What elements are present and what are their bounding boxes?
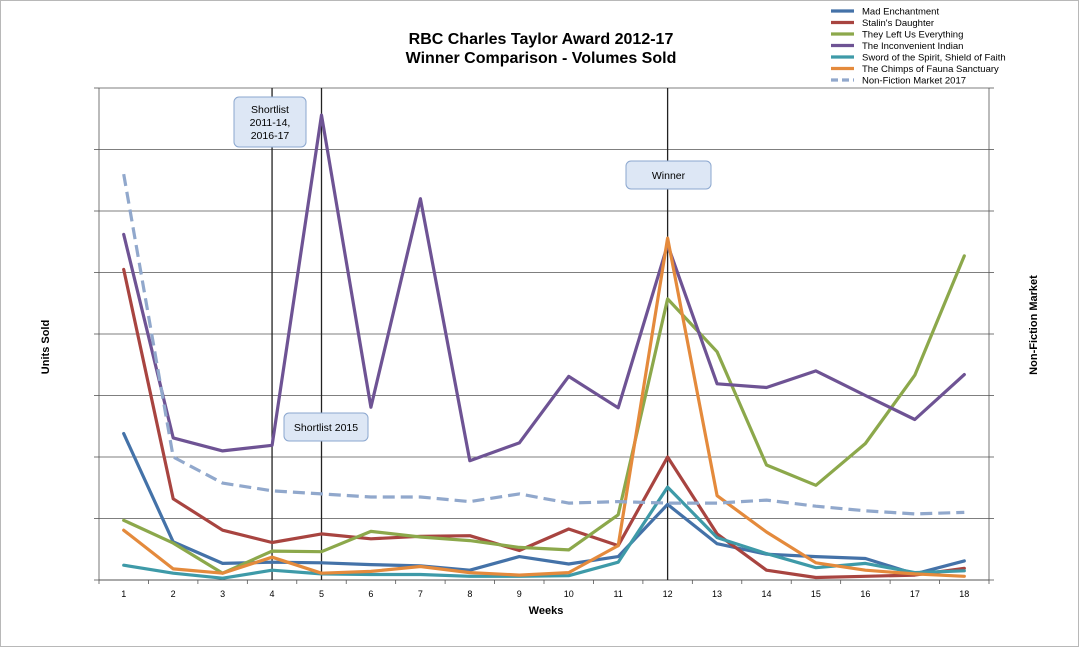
chart-subtitle: Winner Comparison - Volumes Sold (406, 50, 677, 67)
series-line (122, 113, 966, 463)
x-tick-label: 11 (613, 589, 622, 599)
series-line (122, 173, 965, 516)
annotation-box (283, 412, 369, 442)
annotation-label: Winner (652, 170, 686, 182)
annotation-label: 2011-14, (250, 117, 291, 129)
legend-label: The Chimps of Fauna Sanctuary (862, 64, 999, 75)
x-tick-label: 5 (319, 589, 324, 599)
legend-label: The Inconvenient Indian (862, 41, 963, 52)
x-tick-label: 7 (418, 589, 423, 599)
x-tick-label: 12 (663, 589, 673, 599)
x-tick-label: 3 (220, 589, 225, 599)
annotation-box (233, 96, 307, 148)
series-lines (122, 113, 966, 580)
annotation-label: 2016-17 (251, 130, 290, 142)
annotation-label: Shortlist (251, 104, 289, 116)
x-tick-label: 18 (959, 589, 969, 599)
x-tick-label: 14 (761, 589, 771, 599)
series-line (122, 236, 966, 578)
series-line (122, 254, 966, 575)
x-tick-label: 8 (467, 589, 472, 599)
annotation-box (625, 160, 712, 190)
x-tick-labels: 1 2 3 4 5 6 7 8 9 10 11 12 13 14 15 16 17 18 (121, 589, 969, 599)
gridlines (99, 87, 989, 519)
x-tick-label: 2 (171, 589, 176, 599)
x-tick-label: 13 (712, 589, 722, 599)
x-axis-label: Weeks (529, 605, 564, 617)
legend-label: They Left Us Everything (862, 30, 963, 41)
x-tick-label: 17 (910, 589, 920, 599)
legend-label: Sword of the Spirit, Shield of Faith (862, 53, 1006, 64)
legend-label: Stalin's Daughter (862, 18, 934, 29)
x-tick-label: 15 (811, 589, 821, 599)
x-tick-label: 16 (860, 589, 870, 599)
x-tick-label: 4 (270, 589, 275, 599)
legend-label: Mad Enchantment (862, 7, 939, 18)
legend-label: Non-Fiction Market 2017 (862, 76, 966, 87)
x-tick-label: 9 (517, 589, 522, 599)
x-tick-label: 6 (368, 589, 373, 599)
chart-title: RBC Charles Taylor Award 2012-17 (409, 31, 674, 48)
series-line (122, 485, 966, 580)
series-line (122, 432, 966, 576)
y2-axis-label: Non-Fiction Market (1028, 275, 1040, 375)
series-line (122, 267, 966, 580)
axes (94, 87, 994, 584)
x-tick-label: 10 (564, 589, 574, 599)
annotation-label: Shortlist 2015 (294, 422, 358, 434)
x-tick-label: 1 (121, 589, 126, 599)
y-axis-label: Units Sold (40, 320, 52, 374)
